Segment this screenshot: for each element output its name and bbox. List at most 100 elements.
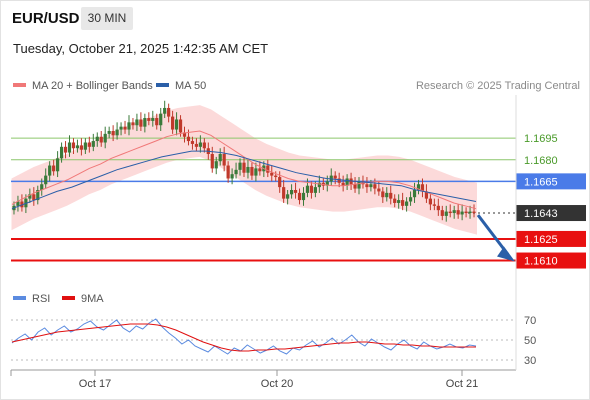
candle-body	[99, 136, 103, 143]
candle-body	[313, 187, 317, 193]
candle-body	[468, 211, 472, 214]
forecast-arrow-head	[497, 246, 515, 262]
ma20-line	[11, 130, 477, 210]
candle-body	[127, 122, 131, 130]
candle-body	[222, 154, 226, 166]
rsi-ma-line	[11, 323, 476, 352]
candle-body	[36, 190, 40, 201]
candle-body	[242, 162, 246, 173]
candle-body	[79, 145, 84, 150]
level-badge-3	[516, 205, 586, 222]
candle-body	[428, 198, 432, 205]
ma50-line	[11, 150, 477, 210]
candle-body	[448, 211, 452, 214]
candle-body	[155, 118, 159, 126]
candle-body	[385, 192, 389, 198]
candle-body	[40, 184, 44, 190]
level-badge-5	[516, 252, 586, 269]
candle-body	[282, 187, 286, 199]
chart-header: EUR/USD 30 MIN	[0, 0, 590, 38]
level-label-2: 1.1665	[524, 176, 558, 188]
timeframe-badge[interactable]: 30 MIN	[81, 7, 133, 30]
candle-body	[293, 190, 298, 193]
rsi-label: RSI	[32, 293, 51, 305]
candle-body	[210, 154, 214, 169]
candle-body	[119, 126, 123, 130]
candle-body	[274, 175, 278, 178]
candle-body	[337, 178, 341, 183]
candle-body	[345, 178, 349, 186]
rsi-ma-label: 9MA	[81, 293, 104, 305]
candle-body	[163, 107, 167, 114]
candle-body	[238, 162, 242, 170]
candle-body	[16, 201, 20, 206]
candle-body	[286, 194, 290, 199]
candle-body	[266, 165, 270, 173]
rsi-tick-50: 50	[524, 335, 536, 347]
candle-body	[412, 190, 417, 198]
candle-body	[20, 201, 24, 208]
rsi-line	[11, 318, 477, 355]
level-label-5: 1.1610	[524, 256, 558, 268]
candle-body	[52, 165, 56, 172]
candle-body	[389, 192, 393, 199]
candle-body	[381, 191, 385, 198]
candle-body	[270, 172, 274, 176]
candle-body	[401, 200, 405, 206]
rsi-swatch	[13, 296, 26, 301]
x-tick-label: Oct 20	[261, 378, 293, 390]
candle-body	[143, 118, 147, 127]
candle-body	[408, 197, 413, 202]
candle-body	[393, 198, 397, 203]
candle-body	[174, 119, 179, 130]
candle-body	[289, 190, 294, 195]
candle-body	[305, 185, 310, 193]
candle-body	[56, 158, 60, 172]
candle-body	[67, 142, 72, 153]
candle-body	[460, 211, 464, 215]
candle-body	[258, 168, 262, 172]
ma50-swatch	[156, 83, 169, 88]
level-badge-4	[516, 230, 586, 247]
rsi-tick-30: 30	[524, 355, 536, 367]
level-badge-2	[516, 173, 586, 190]
credit-text: Research © 2025 Trading Central	[415, 80, 580, 92]
candle-body	[91, 141, 95, 147]
legend-ma20: MA 20 + Bollinger Bands	[13, 80, 153, 92]
x-tick-label: Oct 17	[79, 378, 111, 390]
x-tick-label: Oct 21	[446, 378, 478, 390]
candle-body	[424, 191, 429, 199]
candle-body	[111, 130, 115, 136]
legend-rsi-ma: 9MA	[62, 293, 104, 305]
candle-body	[71, 142, 76, 149]
candle-body	[167, 107, 171, 117]
ma20-swatch	[13, 83, 26, 88]
candle-body	[135, 119, 139, 126]
candle-body	[456, 210, 460, 215]
candle-body	[377, 188, 381, 192]
candle-body	[214, 161, 218, 169]
forecast-arrow-shaft	[476, 214, 510, 256]
ma50-label: MA 50	[175, 80, 207, 92]
candle-body	[230, 174, 234, 179]
candle-body	[178, 119, 183, 133]
candle-body	[333, 175, 337, 179]
candle-body	[107, 130, 111, 134]
candle-body	[190, 141, 195, 144]
candle-body	[63, 146, 68, 153]
candle-body	[234, 169, 238, 175]
candle-body	[32, 194, 36, 201]
chart-datetime: Tuesday, October 21, 2025 1:42:35 AM CET	[13, 41, 269, 56]
candle-body	[95, 136, 99, 142]
candle-body	[202, 142, 206, 149]
candle-body	[297, 192, 302, 201]
candle-body	[147, 118, 151, 121]
candle-body	[444, 211, 448, 216]
candle-body	[404, 201, 409, 206]
legend-rsi: RSI	[13, 293, 50, 305]
candle-body	[452, 210, 456, 214]
currency-pair: EUR/USD	[12, 10, 80, 27]
candle-body	[365, 184, 369, 188]
candle-body	[317, 182, 321, 188]
candle-body	[87, 142, 91, 147]
